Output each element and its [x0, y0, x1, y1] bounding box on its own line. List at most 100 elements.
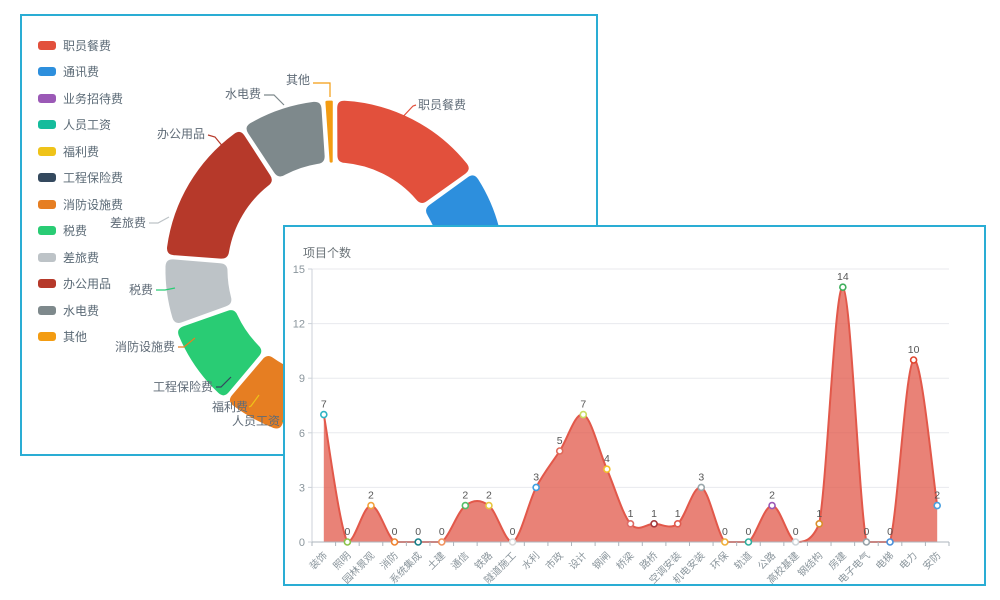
value-label: 1 — [675, 508, 681, 520]
data-point-钢闸[interactable] — [603, 465, 611, 473]
value-label: 3 — [533, 471, 539, 483]
y-axis-label: 6 — [299, 428, 305, 440]
value-label: 10 — [908, 344, 920, 356]
legend-item[interactable]: 办公用品 — [38, 277, 123, 291]
donut-label-line — [216, 376, 232, 388]
donut-slice-label: 福利费 — [212, 399, 248, 414]
data-point-消防[interactable] — [390, 538, 399, 546]
legend-item[interactable]: 差旅费 — [38, 250, 123, 265]
donut-label-line — [207, 134, 225, 149]
legend-swatch — [38, 146, 56, 156]
data-point-环保[interactable] — [721, 538, 729, 546]
data-point-市政[interactable] — [555, 447, 564, 455]
data-point-铁路[interactable] — [485, 501, 493, 510]
data-point-钢结构[interactable] — [815, 519, 824, 528]
donut-label-line — [178, 337, 196, 348]
donut-slice-差旅费[interactable] — [164, 258, 233, 324]
data-point-电梯[interactable] — [886, 538, 894, 546]
donut-slice-label: 工程保险费 — [153, 379, 213, 394]
donut-slice-label: 税费 — [129, 283, 153, 297]
legend-item[interactable]: 福利费 — [38, 144, 123, 159]
data-point-轨道[interactable] — [744, 538, 753, 546]
data-point-路桥[interactable] — [650, 519, 658, 528]
value-label: 0 — [887, 526, 893, 538]
data-point-房建[interactable] — [839, 283, 847, 292]
x-axis-label: 电力 — [896, 549, 919, 572]
value-label: 0 — [722, 526, 728, 538]
donut-slice-办公用品[interactable] — [166, 130, 273, 260]
value-label: 5 — [557, 435, 563, 447]
legend-label: 税费 — [63, 224, 88, 238]
data-point-通信[interactable] — [461, 501, 470, 510]
data-point-土建[interactable] — [437, 538, 446, 546]
data-point-照明[interactable] — [343, 538, 352, 546]
legend-label: 差旅费 — [63, 250, 100, 265]
value-label: 2 — [769, 490, 775, 502]
donut-label-line — [248, 394, 260, 408]
legend-swatch — [38, 252, 56, 262]
donut-slice-税费[interactable] — [177, 309, 263, 397]
legend-item[interactable]: 人员工资 — [38, 118, 123, 132]
donut-slice-label: 差旅费 — [110, 216, 146, 230]
donut-slice-label: 消防设施费 — [115, 339, 175, 354]
legend-item[interactable]: 职员餐费 — [38, 38, 123, 53]
data-point-高校基建[interactable] — [791, 538, 800, 546]
donut-slice-其他[interactable] — [324, 99, 334, 164]
legend-label: 办公用品 — [63, 277, 112, 291]
y-axis-label: 3 — [299, 482, 305, 494]
x-axis-label: 钢结构 — [795, 549, 825, 579]
value-label: 0 — [415, 526, 421, 538]
legend-swatch — [38, 93, 56, 103]
legend-swatch — [38, 40, 56, 50]
value-label: 2 — [462, 490, 468, 502]
value-label: 2 — [368, 490, 374, 502]
chart-title: 项目个数 — [303, 246, 352, 260]
value-label: 0 — [392, 526, 398, 538]
data-point-机电安装[interactable] — [697, 483, 706, 492]
legend-item[interactable]: 其他 — [38, 330, 123, 344]
value-label: 7 — [580, 399, 586, 411]
donut-slice-label: 其他 — [286, 73, 310, 87]
donut-slice-职员餐费[interactable] — [336, 99, 470, 204]
data-point-系统集成[interactable] — [414, 538, 422, 546]
legend-item[interactable]: 税费 — [38, 224, 123, 238]
projects-count-panel: 项目个数 0 3 6 9 12 15 7 装饰 0 照明 2 园林景观 0 消防 0 系统集成 0 土建 2 通信 2 铁… — [283, 225, 986, 586]
value-label: 1 — [651, 508, 657, 520]
legend-label: 水电费 — [63, 303, 100, 318]
donut-slice-label: 职员餐费 — [418, 97, 466, 112]
legend-label: 福利费 — [63, 144, 100, 159]
data-point-电子电气[interactable] — [862, 538, 871, 546]
legend-item[interactable]: 业务招待费 — [38, 91, 124, 106]
legend-label: 职员餐费 — [63, 38, 112, 53]
x-axis-label: 通信 — [449, 550, 472, 573]
data-point-装饰[interactable] — [319, 410, 328, 419]
area-chart: 036912157装饰0照明2园林景观0消防0系统集成0土建2通信2铁路0隧道施… — [293, 264, 950, 584]
y-axis-label: 12 — [293, 319, 305, 331]
data-point-公路[interactable] — [768, 501, 776, 510]
data-point-桥梁[interactable] — [626, 519, 635, 528]
donut-label-line — [397, 104, 417, 123]
data-point-园林景观[interactable] — [367, 501, 375, 510]
legend-item[interactable]: 工程保险费 — [38, 171, 123, 185]
data-point-电力[interactable] — [909, 356, 918, 364]
legend-item[interactable]: 水电费 — [38, 303, 123, 318]
donut-label-line — [313, 82, 331, 97]
area-fill — [323, 287, 938, 542]
data-point-隧道施工[interactable] — [508, 538, 517, 546]
data-point-空调安装[interactable] — [673, 519, 682, 528]
data-point-设计[interactable] — [579, 410, 588, 419]
value-label: 1 — [816, 508, 822, 520]
data-point-水利[interactable] — [532, 483, 540, 492]
donut-slice-水电费[interactable] — [245, 100, 326, 178]
value-label: 0 — [864, 526, 870, 538]
donut-label-line — [264, 94, 285, 106]
donut-slice-label: 办公用品 — [157, 126, 205, 141]
legend-item[interactable]: 消防设施费 — [38, 197, 123, 212]
legend-swatch — [38, 67, 56, 76]
legend-swatch — [38, 199, 56, 209]
value-label: 7 — [321, 399, 327, 411]
legend-label: 业务招待费 — [63, 91, 124, 106]
legend-swatch — [38, 332, 56, 341]
data-point-安防[interactable] — [933, 501, 942, 510]
legend-item[interactable]: 通讯费 — [38, 65, 123, 79]
